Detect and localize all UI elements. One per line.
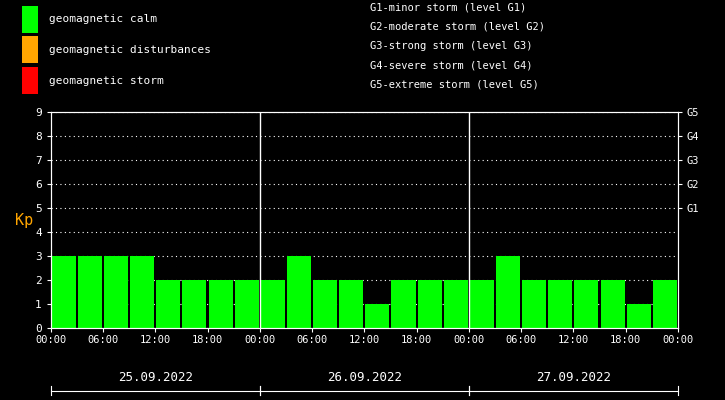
- FancyBboxPatch shape: [22, 36, 38, 63]
- Text: geomagnetic storm: geomagnetic storm: [49, 76, 163, 86]
- FancyBboxPatch shape: [22, 67, 38, 94]
- Text: 26.09.2022: 26.09.2022: [327, 371, 402, 384]
- Bar: [51, 256, 76, 328]
- Bar: [287, 256, 311, 328]
- Text: G1-minor storm (level G1): G1-minor storm (level G1): [370, 3, 526, 13]
- Text: geomagnetic disturbances: geomagnetic disturbances: [49, 45, 210, 55]
- Bar: [418, 280, 442, 328]
- Bar: [470, 280, 494, 328]
- Bar: [574, 280, 598, 328]
- Bar: [209, 280, 233, 328]
- Text: geomagnetic calm: geomagnetic calm: [49, 14, 157, 24]
- Bar: [235, 280, 259, 328]
- Bar: [496, 256, 520, 328]
- Bar: [157, 280, 181, 328]
- Bar: [600, 280, 624, 328]
- Y-axis label: Kp: Kp: [14, 212, 33, 228]
- Bar: [444, 280, 468, 328]
- Bar: [365, 304, 389, 328]
- Text: G2-moderate storm (level G2): G2-moderate storm (level G2): [370, 22, 544, 32]
- Bar: [313, 280, 337, 328]
- Bar: [392, 280, 415, 328]
- Bar: [78, 256, 102, 328]
- Bar: [130, 256, 154, 328]
- Bar: [626, 304, 651, 328]
- Bar: [104, 256, 128, 328]
- Text: G3-strong storm (level G3): G3-strong storm (level G3): [370, 41, 532, 51]
- Bar: [183, 280, 207, 328]
- Text: G4-severe storm (level G4): G4-severe storm (level G4): [370, 60, 532, 70]
- Text: G5-extreme storm (level G5): G5-extreme storm (level G5): [370, 80, 539, 90]
- Text: 25.09.2022: 25.09.2022: [117, 371, 193, 384]
- Bar: [652, 280, 677, 328]
- Bar: [548, 280, 572, 328]
- Text: 27.09.2022: 27.09.2022: [536, 371, 611, 384]
- Bar: [261, 280, 285, 328]
- Bar: [339, 280, 363, 328]
- Bar: [522, 280, 546, 328]
- FancyBboxPatch shape: [22, 6, 38, 33]
